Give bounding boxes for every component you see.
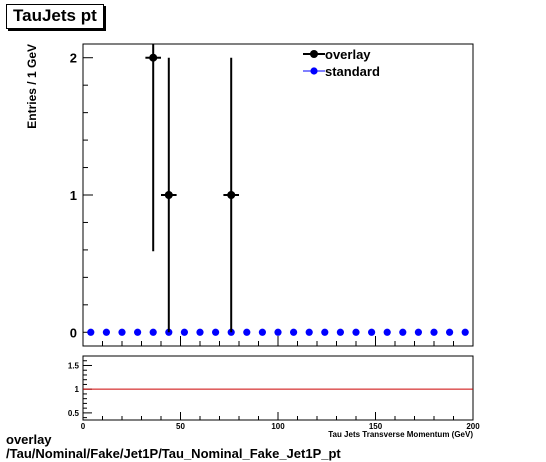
legend-label-overlay: overlay [325, 47, 371, 62]
standard-point [258, 328, 266, 336]
overlay-point [164, 191, 173, 199]
standard-point [274, 328, 282, 336]
standard-point [352, 328, 360, 336]
caption-line-2: /Tau/Nominal/Fake/Jet1P/Tau_Nominal_Fake… [6, 446, 341, 461]
overlay-point [227, 191, 236, 199]
standard-point [430, 328, 438, 336]
x-tick-label: 100 [271, 422, 285, 431]
standard-point [102, 328, 110, 336]
main-plot-frame [82, 43, 474, 347]
standard-point [336, 328, 344, 336]
standard-point [196, 328, 204, 336]
standard-point [118, 328, 126, 336]
standard-point [321, 328, 329, 336]
standard-point [180, 328, 188, 336]
plot-title: TauJets pt [6, 4, 104, 29]
x-tick-label: 150 [369, 422, 383, 431]
x-axis-label: Tau Jets Transverse Momentum (GeV) [328, 430, 473, 439]
x-tick-label: 200 [466, 422, 480, 431]
legend-marker-overlay [310, 50, 318, 58]
x-tick-label: 0 [81, 422, 86, 431]
standard-point [399, 328, 407, 336]
standard-point [290, 328, 298, 336]
standard-point [243, 328, 251, 336]
standard-point [446, 328, 454, 336]
legend-marker-standard [310, 67, 318, 75]
ratio-y-tick-label: 1.5 [68, 361, 80, 370]
y-tick-label: 0 [70, 325, 77, 340]
standard-point [414, 328, 422, 336]
caption-line-1: overlay [6, 432, 52, 447]
y-tick-label: 1 [70, 188, 77, 203]
standard-point [212, 328, 220, 336]
standard-point [305, 328, 313, 336]
standard-point [461, 328, 469, 336]
standard-point [87, 328, 95, 336]
standard-point [383, 328, 391, 336]
y-axis-label: Entries / 1 GeV [25, 44, 39, 129]
standard-point [368, 328, 376, 336]
ratio-y-tick-label: 1 [75, 385, 80, 394]
standard-point [134, 328, 142, 336]
legend-label-standard: standard [325, 64, 380, 79]
standard-point [149, 328, 157, 336]
x-tick-label: 50 [176, 422, 185, 431]
ratio-plot-frame [82, 355, 474, 421]
y-tick-label: 2 [70, 51, 77, 66]
overlay-point [149, 53, 158, 62]
ratio-y-tick-label: 0.5 [68, 409, 80, 418]
